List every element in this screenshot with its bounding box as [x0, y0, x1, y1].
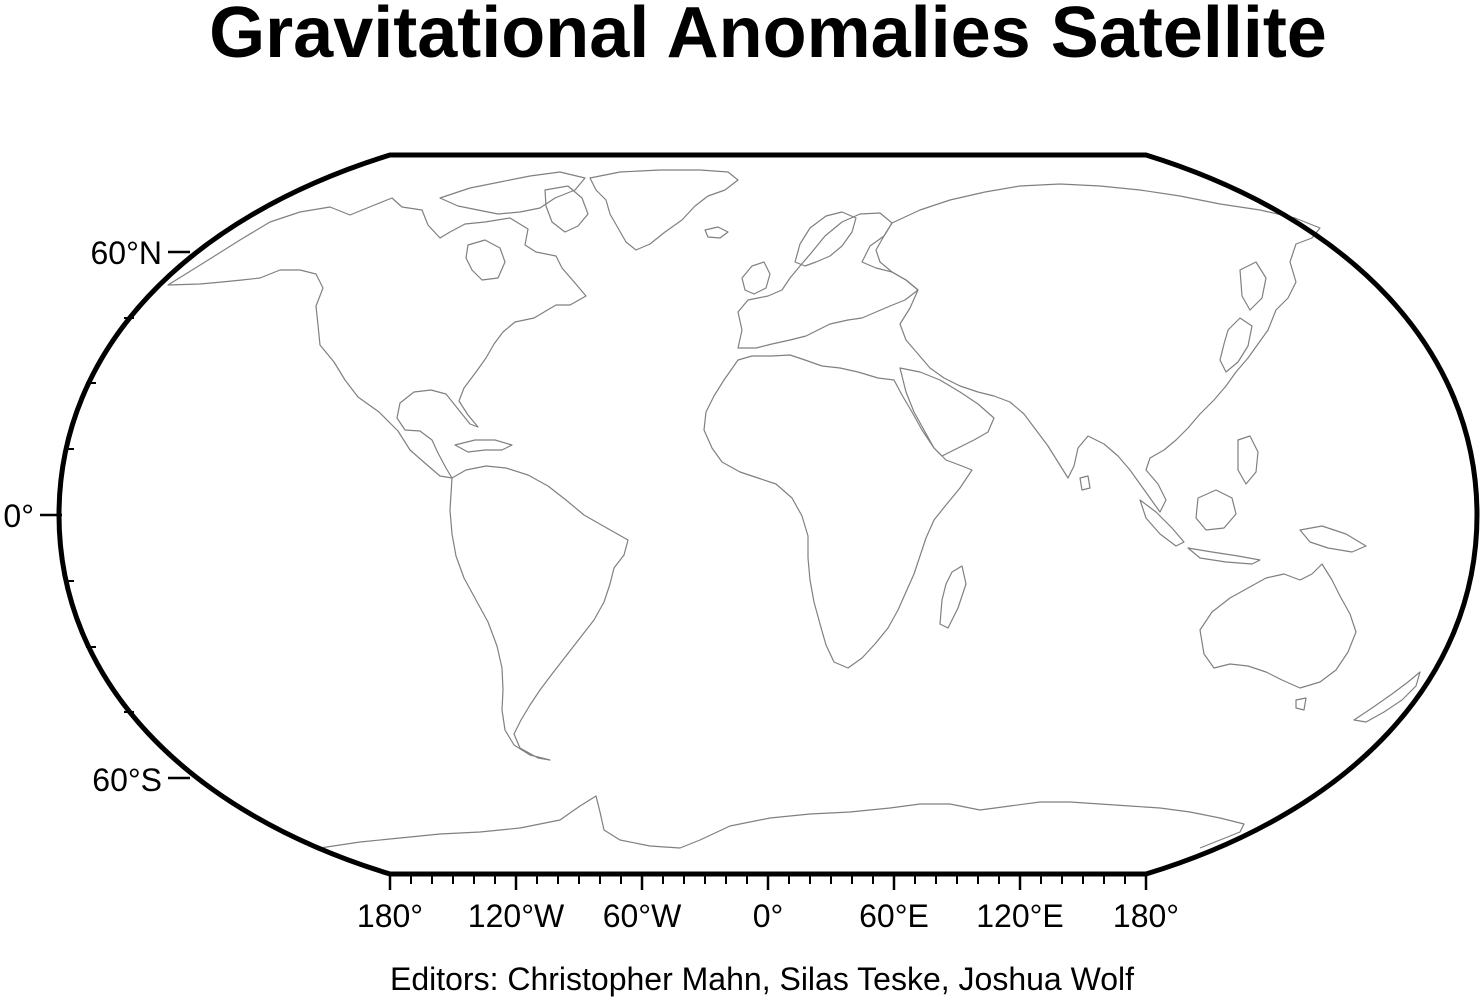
- lon-label-0: 0°: [753, 898, 784, 934]
- lon-label-120w: 120°W: [468, 898, 565, 934]
- map-frame: [56, 152, 1480, 877]
- africa-coast: [703, 354, 973, 669]
- greenland-coast: [589, 169, 739, 251]
- java-coast: [1187, 547, 1261, 565]
- philippines-coast: [1237, 435, 1259, 485]
- new-zealand-coast: [1353, 671, 1421, 723]
- lon-label-120e: 120°E: [976, 898, 1064, 934]
- scandinavia-coast: [794, 211, 857, 267]
- arctic-islands-coast: [439, 171, 586, 215]
- lon-label-60e: 60°E: [859, 898, 929, 934]
- editors-credit: Editors: Christopher Mahn, Silas Teske, …: [390, 961, 1134, 997]
- iceland-coast: [704, 226, 729, 239]
- south-america-coast: [449, 465, 629, 761]
- sumatra-coast: [1139, 499, 1185, 547]
- europe-coast: [737, 212, 919, 349]
- asia-coast: [875, 183, 1321, 513]
- lat-label-60n: 60°N: [91, 235, 163, 271]
- japan-coast: [1219, 317, 1253, 373]
- hudson-bay-coast: [465, 239, 506, 281]
- map-title: Gravitational Anomalies Satellite: [209, 0, 1327, 73]
- lat-label-0: 0°: [3, 498, 34, 534]
- lon-label-180e: 180°: [1113, 898, 1179, 934]
- australia-coast: [1199, 563, 1357, 689]
- longitude-ticks: [388, 876, 1148, 890]
- coastlines: [167, 169, 1421, 849]
- madagascar-coast: [939, 565, 967, 629]
- lon-label-60w: 60°W: [603, 898, 682, 934]
- sri-lanka-coast: [1079, 475, 1091, 491]
- borneo-coast: [1195, 489, 1237, 531]
- caribbean-coast: [454, 439, 513, 453]
- kamchatka-coast: [1239, 261, 1267, 311]
- british-isles-coast: [741, 261, 771, 295]
- antarctica-coast: [319, 795, 1245, 849]
- lon-label-180w: 180°: [357, 898, 423, 934]
- north-america-coast: [167, 197, 587, 479]
- new-guinea-coast: [1299, 525, 1367, 553]
- arabia-coast: [899, 367, 995, 457]
- latitude-ticks: [40, 250, 190, 780]
- tasmania-coast: [1295, 697, 1307, 711]
- lat-label-60s: 60°S: [92, 762, 162, 798]
- baffin-island-coast: [544, 185, 589, 233]
